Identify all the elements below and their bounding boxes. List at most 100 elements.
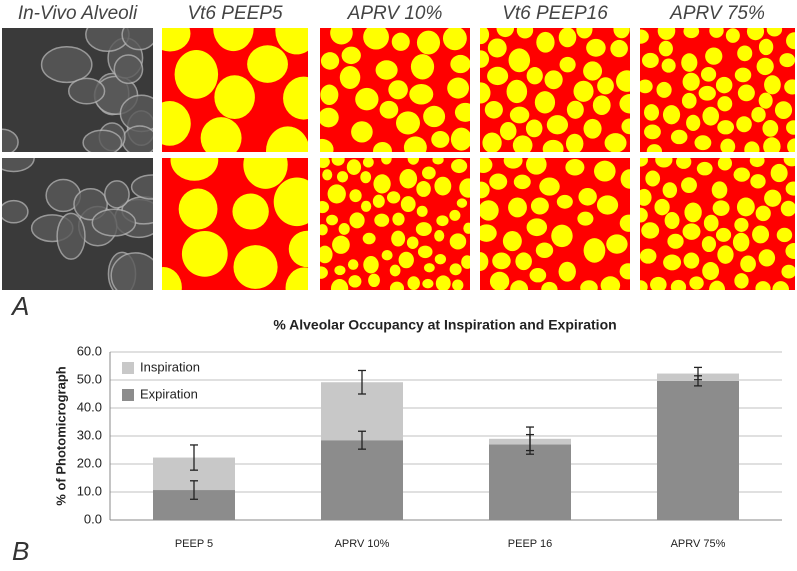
alveolus — [658, 40, 673, 57]
alveolus — [374, 213, 390, 227]
alveolus — [702, 262, 720, 281]
alveolus — [529, 268, 547, 283]
alveolus — [576, 28, 593, 39]
alveolus — [596, 195, 619, 215]
alveolus — [389, 281, 405, 290]
alveolus — [781, 264, 795, 279]
alveolus — [407, 158, 420, 165]
alveolus — [480, 82, 491, 104]
alveolus — [670, 129, 688, 145]
alveolus — [696, 161, 713, 176]
alveolus — [121, 125, 153, 152]
y-tick-label: 30.0 — [77, 427, 102, 442]
image-tile — [320, 158, 470, 290]
alveolus — [355, 87, 379, 111]
alveolus — [709, 280, 726, 290]
alveolus — [513, 174, 531, 190]
alveolus — [733, 167, 750, 182]
alveolus — [450, 54, 470, 74]
alveolus — [752, 225, 770, 244]
y-tick-label: 0.0 — [84, 511, 102, 526]
alveolus — [510, 280, 529, 290]
alveolus — [619, 263, 630, 280]
alveolus — [640, 29, 649, 44]
alveolus — [347, 259, 359, 270]
error-bar — [358, 369, 366, 395]
alveolus — [181, 231, 228, 277]
alveolus — [338, 223, 350, 235]
alveolus — [275, 28, 308, 55]
alveolus — [2, 158, 35, 173]
alveolus — [681, 53, 698, 72]
alveolus — [606, 234, 628, 254]
alveolus — [734, 217, 749, 232]
alveolus — [740, 255, 756, 273]
alveolus — [717, 245, 734, 264]
alveolus — [288, 230, 308, 268]
alveolus — [573, 80, 594, 102]
alveolus — [351, 121, 373, 143]
alveolus — [592, 95, 611, 116]
alveolus — [496, 28, 515, 38]
alveolus — [480, 181, 490, 199]
alveolus — [762, 119, 779, 137]
alveolus — [434, 230, 445, 242]
alveolus — [682, 72, 700, 91]
alveolus — [736, 116, 752, 133]
alveolus — [320, 138, 334, 152]
alveolus — [395, 111, 421, 135]
alveolus — [346, 159, 362, 175]
alveolus — [755, 281, 771, 290]
alveolus — [530, 197, 549, 215]
alveolus — [619, 93, 630, 114]
alveolus — [772, 281, 789, 290]
alveolus — [689, 276, 704, 290]
alveolus — [379, 100, 399, 119]
alveolus — [566, 100, 584, 119]
legend-label: Inspiration — [140, 359, 200, 374]
alveolus — [326, 214, 338, 226]
alveolus — [265, 126, 308, 152]
alveolus — [758, 92, 773, 109]
alveolus — [621, 118, 630, 135]
alveolus — [565, 159, 585, 176]
alveolus — [162, 28, 191, 52]
alveolus — [2, 199, 29, 224]
alveolus — [362, 232, 376, 245]
alveolus — [285, 267, 308, 290]
y-tick-label: 20.0 — [77, 455, 102, 470]
alveolus — [720, 138, 736, 152]
alveolus — [320, 201, 329, 214]
alveolus — [586, 38, 606, 57]
alveolus — [341, 46, 361, 65]
alveolus — [620, 169, 630, 189]
alveolus — [657, 28, 676, 40]
image-tile — [162, 158, 308, 290]
alveolus — [683, 252, 700, 269]
alveolus — [705, 47, 723, 65]
alveolus — [247, 45, 288, 83]
alveolus — [400, 196, 416, 213]
alveolus — [684, 202, 702, 223]
alveolus — [170, 158, 219, 181]
alveolus — [409, 83, 434, 105]
alveolus — [121, 28, 153, 51]
alveolus — [434, 176, 452, 196]
alveolus — [214, 75, 255, 120]
alveolus — [654, 198, 670, 216]
bar-segment — [657, 380, 739, 520]
alveolus — [372, 194, 385, 208]
alveolus — [449, 209, 461, 221]
alveolus — [320, 266, 328, 279]
alveolus — [715, 76, 733, 94]
alveolus — [68, 77, 106, 105]
alveolus — [559, 56, 576, 73]
image-tile — [2, 158, 153, 290]
y-tick-label: 10.0 — [77, 483, 102, 498]
alveolus — [750, 174, 766, 189]
alveolus — [715, 227, 732, 242]
alveolus — [541, 281, 558, 290]
image-tile — [480, 158, 630, 290]
alveolus — [700, 66, 717, 82]
alveolus — [200, 117, 242, 152]
